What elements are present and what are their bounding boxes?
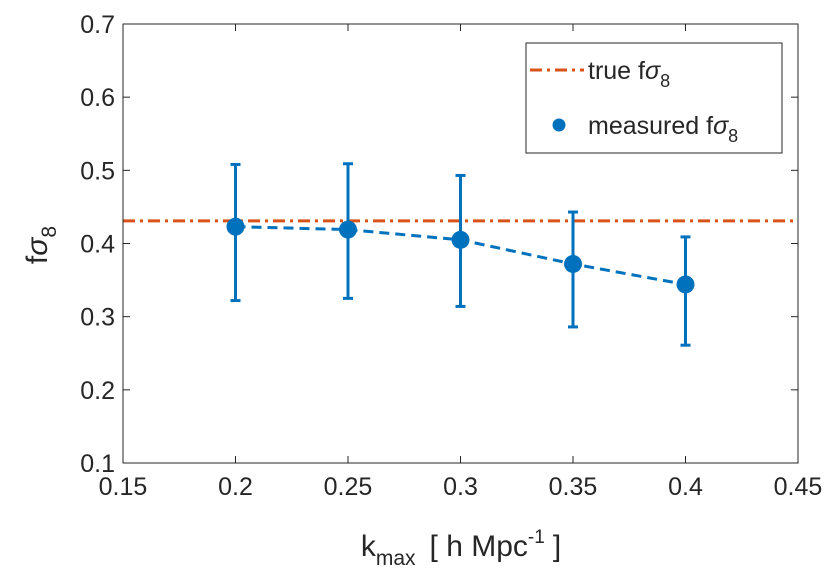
plot-marks <box>123 162 798 347</box>
x-tick-label: 0.4 <box>668 473 703 501</box>
data-point <box>226 217 245 236</box>
legend-measured-label: measured fσ8 <box>588 112 738 146</box>
x-tick-label: 0.15 <box>99 473 148 501</box>
x-tick-label: 0.35 <box>549 473 598 501</box>
y-tick-label: 0.2 <box>80 377 115 405</box>
x-axis-label: kmax[ h Mpc-1] <box>361 527 561 570</box>
y-tick-label: 0.3 <box>80 304 115 332</box>
legend-true-label: true fσ8 <box>588 57 670 91</box>
legend: true fσ8 measured fσ8 <box>525 42 783 154</box>
x-tick-label: 0.25 <box>324 473 373 501</box>
data-point <box>564 254 582 273</box>
y-tick-label: 0.6 <box>80 84 115 112</box>
axis-ticks: 0.15 0.2 0.25 0.3 0.35 0.4 0.45 0.1 0.2 0.3 0.4 0.5… <box>80 11 822 501</box>
x-tick-label: 0.45 <box>774 473 823 501</box>
data-point <box>339 220 357 239</box>
legend-box <box>525 42 783 154</box>
y-tick-label: 0.7 <box>80 11 115 39</box>
x-tick-label: 0.3 <box>443 473 478 501</box>
y-tick-label: 0.4 <box>80 231 115 259</box>
y-tick-label: 0.1 <box>80 450 115 478</box>
y-tick-label: 0.5 <box>80 157 115 185</box>
y-axis-label: fσ8 <box>21 226 61 264</box>
data-point <box>451 230 470 249</box>
data-point <box>676 275 695 294</box>
x-tick-label: 0.2 <box>218 473 253 501</box>
legend-measured-marker <box>552 118 566 132</box>
